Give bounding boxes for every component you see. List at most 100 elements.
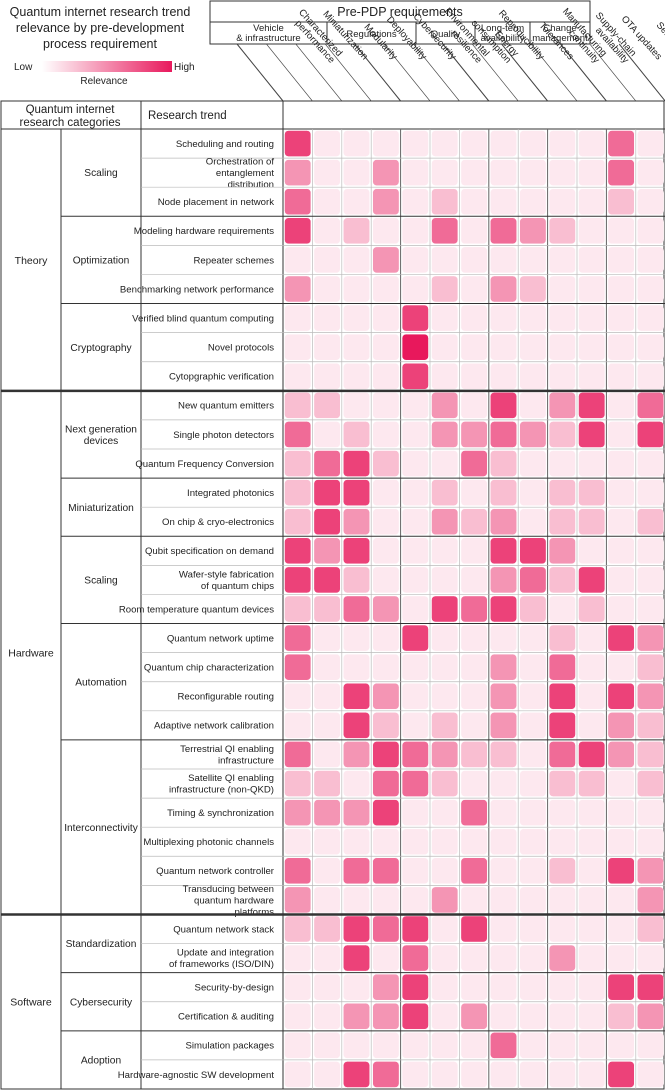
heatmap-cell — [284, 1032, 312, 1059]
heatmap-cell — [607, 1061, 635, 1088]
heatmap-cell — [490, 537, 517, 565]
domain-label: Hardware — [8, 648, 54, 660]
heatmap-cell — [548, 537, 576, 565]
heatmap-cell — [578, 915, 606, 943]
heatmap-cell — [460, 246, 488, 274]
heatmap-cell — [490, 275, 517, 303]
heatmap-cell — [460, 421, 488, 448]
column-guide-line — [413, 43, 460, 102]
heatmap-cell — [343, 479, 370, 506]
heatmap-cell — [313, 653, 341, 681]
category-label: Optimization — [73, 255, 130, 266]
heatmap-cell — [548, 1032, 576, 1059]
heatmap-cell — [637, 537, 664, 565]
heatmap-cell — [548, 973, 576, 1001]
heatmap-cell — [313, 421, 341, 448]
table-frame — [0, 100, 665, 1090]
heatmap-cell — [284, 392, 312, 419]
heatmap-cell — [284, 566, 312, 594]
heatmap-cell — [284, 886, 312, 914]
column-guide-line — [442, 43, 490, 102]
heatmap-cell — [519, 770, 547, 797]
heatmap-cell — [343, 770, 370, 797]
heatmap-cell — [313, 915, 341, 943]
corner-trend-label: Research trend — [148, 110, 227, 122]
heatmap-cell — [578, 741, 606, 768]
heatmap-cell — [401, 304, 429, 332]
heatmap-cell — [343, 1002, 370, 1030]
trend-label: Cytopgraphic verification — [169, 372, 274, 383]
heatmap-cell — [372, 246, 400, 274]
heatmap-cell — [372, 886, 400, 914]
heatmap-cell — [637, 799, 664, 826]
heatmap-cell — [372, 188, 400, 216]
heatmap-cell — [637, 159, 664, 186]
heatmap-cell — [431, 653, 459, 681]
heatmap-cell — [607, 828, 635, 856]
heatmap-cell — [490, 1002, 517, 1030]
heatmap-cell — [490, 799, 517, 826]
heatmap-cell — [607, 275, 635, 303]
heatmap-cell — [372, 1002, 400, 1030]
heatmap-cell — [637, 479, 664, 506]
heatmap-cell — [343, 188, 370, 216]
heatmap-cell — [519, 741, 547, 768]
heatmap-cell — [313, 624, 341, 652]
heatmap-cell — [548, 333, 576, 361]
heatmap-cell — [401, 624, 429, 652]
heatmap-cell — [578, 828, 606, 856]
heatmap-cell — [431, 682, 459, 710]
heatmap-cell — [313, 886, 341, 914]
heatmap-cell — [578, 246, 606, 274]
chart-title-line-3: process requirement — [43, 37, 157, 51]
heatmap-cell — [607, 653, 635, 681]
heatmap-cell — [401, 595, 429, 623]
heatmap-cell — [519, 362, 547, 390]
heatmap-cell — [284, 973, 312, 1001]
heatmap-cell — [578, 392, 606, 419]
category-label: Cryptography — [70, 343, 132, 354]
heatmap-cell — [607, 479, 635, 506]
domain-label: Software — [10, 997, 52, 1009]
heatmap-cell — [460, 188, 488, 216]
heatmap-cell — [401, 362, 429, 390]
heatmap-cell — [313, 217, 341, 245]
heatmap-cell — [313, 741, 341, 768]
category-label: Standardization — [66, 939, 137, 950]
heatmap-cell — [519, 566, 547, 594]
heatmap-cell — [548, 624, 576, 652]
heatmap-cell — [372, 217, 400, 245]
heatmap-cell — [343, 246, 370, 274]
heatmap-cell — [607, 915, 635, 943]
heatmap-cell — [519, 857, 547, 885]
heatmap-cell — [284, 537, 312, 565]
category-label: devices — [84, 436, 119, 447]
column-guide-line — [501, 43, 548, 102]
heatmap-cell — [637, 1002, 664, 1030]
group-header-box — [529, 21, 591, 45]
legend-high: High — [174, 62, 195, 73]
heatmap-cell — [431, 595, 459, 623]
heatmap-cell — [490, 944, 517, 972]
heatmap-cell — [578, 944, 606, 972]
heatmap-cell — [519, 275, 547, 303]
heatmap-cell — [372, 1032, 400, 1059]
heatmap-cell — [401, 973, 429, 1001]
group-header-label: & infrastructure — [236, 33, 300, 44]
heatmap-cell — [431, 712, 459, 739]
heatmap-cell — [548, 857, 576, 885]
pre-pdp-label: Pre-PDP requirements — [337, 5, 463, 19]
heatmap-cell — [313, 130, 341, 157]
heatmap-cell — [578, 275, 606, 303]
trend-label: Certification & auditing — [178, 1012, 274, 1023]
heatmap-cell — [490, 130, 517, 157]
trend-label: Transducing between — [183, 884, 274, 895]
trend-label: Satellite QI enabling — [188, 773, 274, 784]
heatmap-cell — [548, 392, 576, 419]
heatmap-cell — [284, 217, 312, 245]
heatmap-cell — [637, 1061, 664, 1088]
heatmap-cell — [284, 682, 312, 710]
heatmap-cell — [372, 1061, 400, 1088]
heatmap-cell — [372, 479, 400, 506]
heatmap-cell — [637, 712, 664, 739]
